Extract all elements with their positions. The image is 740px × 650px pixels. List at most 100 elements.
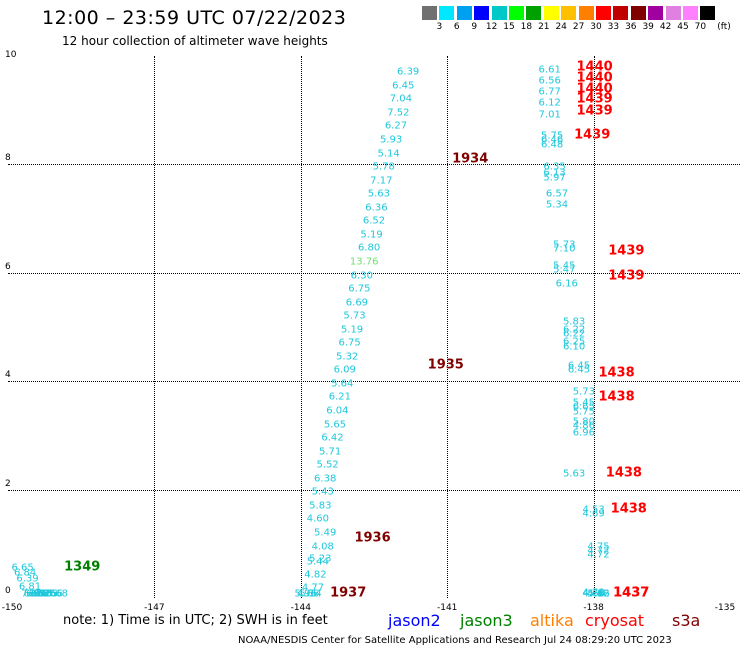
wave-height-value: 5.65 — [323, 419, 347, 431]
grid-line — [447, 56, 449, 598]
wave-height-value: 5.75 — [540, 130, 564, 142]
pass-time-label: 1937 — [330, 585, 367, 601]
wave-height-value: 4.08 — [311, 541, 334, 552]
legend-jason3: jason3 — [460, 611, 513, 630]
wave-height-value: 5.44 — [306, 556, 330, 568]
x-tick-label: -150 — [1, 603, 23, 613]
map-subtitle: 12 hour collection of altimeter wave hei… — [62, 34, 328, 48]
wave-height-value: 6.75 — [338, 337, 361, 349]
wave-height-value: 6.09 — [333, 364, 356, 376]
colorbar-swatch — [665, 6, 682, 20]
pass-time-label: 1437 — [613, 585, 650, 601]
y-tick-label: 6 — [5, 261, 11, 272]
grid-line — [8, 489, 740, 491]
wave-height-value: 6.65 — [572, 401, 595, 413]
wave-height-value: 4.62 — [587, 588, 610, 600]
units-note: note: 1) Time is in UTC; 2) SWH is in fe… — [63, 613, 328, 628]
x-tick-label: -141 — [436, 603, 458, 613]
wave-height-value: 5.64 — [331, 378, 354, 390]
wave-height-value: 5.83 — [309, 500, 332, 512]
plot-area — [8, 56, 740, 598]
wave-height-value: 6.75 — [348, 283, 371, 295]
wave-height-value: 6.39 — [16, 573, 39, 585]
wave-height-value: 6.16 — [555, 278, 578, 290]
x-tick-label: -135 — [714, 603, 736, 613]
pass-time-label: 1440 — [576, 81, 613, 97]
wave-height-value: 5.19 — [360, 229, 383, 241]
wave-height-value: 6.35 — [543, 161, 566, 173]
y-tick-label: 4 — [5, 370, 11, 381]
wave-height-value: 5.19 — [340, 324, 364, 336]
wave-height-value: 6.21 — [328, 391, 351, 403]
wave-height-value: 6.62 — [28, 588, 51, 600]
wave-height-value: 6.27 — [384, 120, 408, 132]
x-tick-label: -138 — [583, 603, 604, 613]
colorbar-swatch — [509, 6, 525, 20]
colorbar-unit: (ft) — [717, 22, 731, 32]
wave-height-value: 4.82 — [304, 569, 327, 581]
colorbar-swatch — [648, 6, 665, 20]
wave-height-value: 6.13 — [543, 167, 566, 179]
wave-height-value: 6.45 — [392, 80, 415, 92]
wave-height-value: 5.63 — [562, 468, 586, 480]
pass-time-label: 1439 — [576, 91, 613, 107]
wave-height-value: 5.49 — [314, 527, 337, 539]
colorbar-label: 21 — [538, 22, 550, 32]
wave-height-value: 6.46 — [540, 134, 564, 146]
colorbar-label: 3 — [436, 22, 443, 32]
wave-height-value: 6.61 — [538, 64, 561, 76]
wave-height-value: 6.57 — [545, 188, 569, 200]
colorbar-swatch — [683, 6, 699, 20]
colorbar-swatch — [422, 6, 438, 20]
pass-time-label: 1440 — [576, 70, 613, 86]
colorbar-swatch — [526, 6, 543, 20]
pass-time-label: 1935 — [427, 357, 464, 373]
colorbar-label: 27 — [572, 22, 585, 32]
wave-height-value: 5.73 — [553, 239, 576, 251]
wave-height-value: 6.76 — [26, 588, 49, 600]
wave-height-value: 7.04 — [389, 93, 412, 105]
wave-height-value: 4.77 — [301, 582, 325, 594]
y-tick-label: 2 — [5, 478, 11, 489]
wave-height-value: 6.39 — [397, 66, 420, 78]
pass-time-label: 1440 — [576, 59, 613, 75]
map-title: 12:00 – 23:59 UTC 07/22/2023 — [42, 7, 347, 29]
wave-height-value: 5.16 — [587, 588, 610, 600]
colorbar-swatch — [456, 6, 473, 20]
wave-height-value: 5.52 — [316, 459, 339, 471]
grid-line — [593, 56, 595, 598]
wave-height-value: 7.17 — [370, 175, 393, 187]
wave-height-value: 5.45 — [572, 397, 595, 409]
wave-height-value: 6.56 — [538, 75, 561, 87]
colorbar-label: 36 — [625, 22, 637, 32]
wave-height-value: 4.69 — [582, 508, 605, 520]
wave-height-value: 6.96 — [572, 427, 595, 439]
wave-height-value: 6.85 — [35, 588, 59, 600]
colorbar-label: 9 — [471, 22, 478, 32]
wave-height-value: 13.76 — [349, 256, 379, 268]
wave-height-value: 6.25 — [562, 336, 586, 348]
wave-height-value: 6.12 — [538, 97, 561, 109]
colorbar-label: 39 — [642, 22, 654, 32]
colorbar-label: 15 — [503, 22, 515, 32]
pass-time-label: 1439 — [608, 243, 645, 259]
y-tick-label: 10 — [5, 50, 17, 60]
pass-time-label: 1439 — [608, 268, 645, 283]
x-tick-label: -144 — [290, 603, 312, 613]
colorbar-swatch — [700, 6, 717, 20]
wave-height-value: 6.65 — [11, 562, 34, 574]
legend-s3a: s3a — [672, 611, 701, 630]
colorbar-label: 24 — [555, 22, 567, 32]
pass-time-label: 1438 — [598, 389, 635, 405]
wave-height-value: 5.97 — [543, 172, 566, 184]
wave-height-value: 5.63 — [367, 188, 391, 200]
legend-jason2: jason2 — [388, 611, 441, 630]
y-tick-label: 0 — [5, 586, 11, 596]
wave-height-value: 5.14 — [377, 148, 400, 160]
wave-height-value: 5.80 — [572, 416, 595, 428]
wave-height-value: 5.14 — [299, 588, 322, 600]
wave-height-value: 7.10 — [553, 243, 576, 255]
colorbar-swatch — [561, 6, 578, 20]
wave-height-value: 5.75 — [572, 406, 595, 418]
